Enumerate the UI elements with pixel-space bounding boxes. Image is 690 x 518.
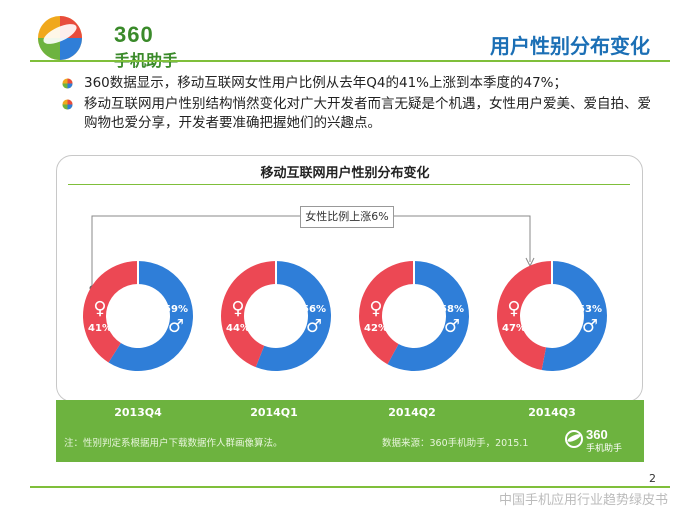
logo-number: 360: [114, 22, 154, 47]
male-percent-label: 53%: [578, 304, 602, 315]
footer-logo-number: 360: [586, 427, 608, 442]
male-slice: [255, 261, 332, 371]
data-source: 数据来源：360手机助手，2015.1: [382, 438, 529, 449]
header-divider: [30, 60, 670, 62]
female-percent-label: 47%: [502, 323, 526, 334]
bullet-logo-icon: [62, 78, 73, 89]
male-slice: [387, 261, 470, 371]
male-slice: [108, 261, 193, 371]
female-percent-label: 44%: [226, 323, 250, 334]
male-icon: ♂: [168, 316, 184, 337]
quarter-label: 2014Q2: [388, 406, 436, 419]
footer-logo: 360 手机助手: [564, 425, 634, 454]
bullet-item: 移动互联网用户性别结构悄然变化对广大开发者而言无疑是个机遇，女性用户爱美、爱自拍…: [62, 95, 652, 133]
female-slice: [82, 261, 138, 363]
male-percent-label: 59%: [164, 304, 188, 315]
female-slice: [359, 261, 414, 365]
bullet-text: 移动互联网用户性别结构悄然变化对广大开发者而言无疑是个机遇，女性用户爱美、爱自拍…: [84, 96, 651, 131]
slide-title: 用户性别分布变化: [490, 34, 650, 58]
bullet-text: 360数据显示，移动互联网女性用户比例从去年Q4的41%上涨到本季度的47%；: [84, 75, 567, 91]
female-slice: [497, 261, 552, 371]
male-icon: ♂: [306, 316, 322, 337]
chart-title-divider: [68, 184, 630, 185]
chart-title: 移动互联网用户性别分布变化: [260, 166, 430, 181]
bullet-list: 360数据显示，移动互联网女性用户比例从去年Q4的41%上涨到本季度的47%； …: [62, 74, 652, 135]
document-title: 中国手机应用行业趋势绿皮书: [498, 493, 668, 508]
male-icon: ♂: [444, 316, 460, 337]
logo-icon: [38, 16, 82, 60]
female-percent-label: 41%: [88, 323, 112, 334]
male-percent-label: 56%: [302, 304, 326, 315]
female-icon: ♀: [369, 298, 382, 319]
annotation-box: 女性比例上涨6%: [300, 206, 394, 228]
connector-line: [91, 215, 531, 288]
footer-band: [56, 400, 644, 462]
footer-logo-icon: [565, 430, 583, 448]
female-icon: ♀: [507, 298, 520, 319]
female-slice: [221, 261, 276, 368]
male-slice: [541, 261, 607, 371]
footer-divider: [30, 486, 670, 488]
page-number: 2: [649, 472, 656, 485]
female-icon: ♀: [231, 298, 244, 319]
male-icon: ♂: [582, 316, 598, 337]
quarter-label: 2014Q3: [528, 406, 576, 419]
female-icon: ♀: [93, 298, 106, 319]
male-percent-label: 58%: [440, 304, 464, 315]
quarter-label: 2014Q1: [250, 406, 298, 419]
footnote: 注：性别判定系根据用户下载数据作人群画像算法。: [64, 438, 283, 449]
bullet-logo-icon: [62, 99, 73, 110]
female-percent-label: 42%: [364, 323, 388, 334]
footer-logo-name: 手机助手: [586, 444, 623, 454]
bullet-item: 360数据显示，移动互联网女性用户比例从去年Q4的41%上涨到本季度的47%；: [62, 74, 652, 93]
quarter-label: 2013Q4: [114, 406, 162, 419]
